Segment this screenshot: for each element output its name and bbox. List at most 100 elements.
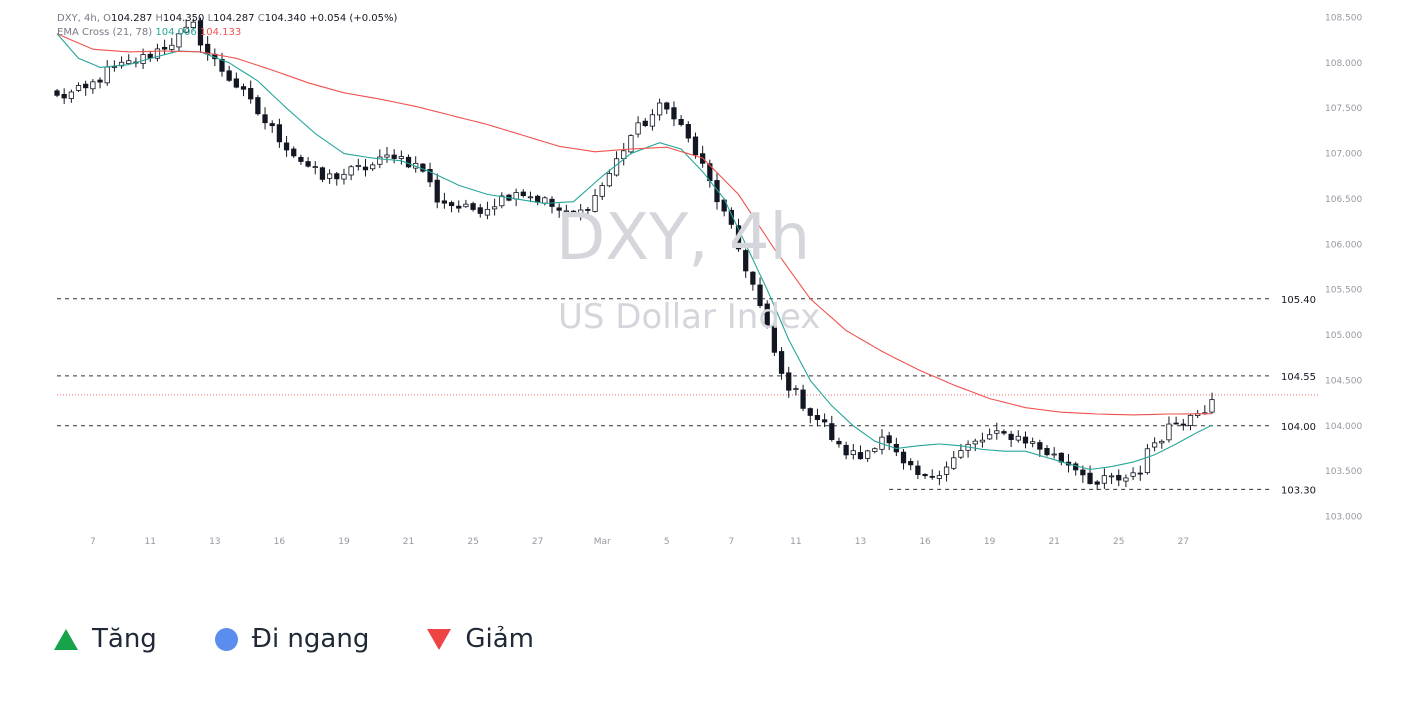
candle-body	[283, 142, 290, 151]
candle-body	[126, 60, 132, 65]
candle-body	[326, 173, 333, 179]
candle-body	[384, 154, 390, 158]
circle-icon	[214, 627, 238, 651]
candle-body	[298, 156, 304, 162]
ema-fast-value: 104.006	[155, 27, 197, 38]
x-tick-label: 21	[403, 537, 414, 547]
open-value: 104.287	[110, 13, 153, 24]
candle-body	[355, 164, 361, 167]
close-value: 104.340	[264, 13, 307, 24]
candle-body	[448, 202, 455, 207]
candle-body	[836, 440, 842, 445]
candle-body	[821, 419, 828, 423]
candle-body	[341, 173, 347, 180]
candle-body	[793, 388, 799, 390]
candle-body	[972, 440, 978, 445]
candle-body	[477, 207, 483, 214]
x-tick-label: 11	[145, 537, 156, 547]
candle-body	[1137, 472, 1143, 475]
x-tick-label: 7	[728, 537, 734, 547]
chart-area[interactable]: 108.500 108.000 107.500 107.000 106.500 106.0…	[0, 0, 1411, 560]
candle-body	[865, 450, 871, 459]
candle-body	[908, 461, 914, 466]
high-label: H	[155, 13, 164, 24]
candle-body	[750, 271, 756, 285]
y-tick-label: 103.500	[1325, 467, 1362, 477]
candle-body	[527, 196, 534, 199]
candle-body	[269, 123, 275, 127]
candle-body	[664, 102, 670, 110]
candle-body	[671, 107, 677, 120]
candle-body	[68, 91, 74, 99]
candle-body	[456, 205, 462, 209]
y-tick-label: 107.000	[1325, 150, 1362, 160]
candle-body	[900, 451, 907, 464]
x-tick-label: Mar	[594, 537, 611, 547]
close-label: C	[257, 13, 265, 24]
y-tick-label: 105.500	[1325, 286, 1362, 296]
candle-body	[771, 325, 778, 353]
candle-body	[255, 97, 261, 115]
candle-body	[1187, 414, 1194, 426]
candle-body	[943, 466, 950, 475]
candle-body	[1116, 475, 1122, 481]
candle-body	[1030, 441, 1036, 444]
x-tick-label: 25	[1113, 537, 1124, 547]
x-tick-label: 13	[855, 537, 866, 547]
candle-body	[334, 173, 340, 180]
candle-body	[1080, 469, 1086, 476]
candle-body	[276, 124, 283, 143]
candle-body	[484, 208, 491, 216]
open-label: O	[103, 13, 111, 24]
candle-body	[1094, 481, 1100, 485]
candle-body	[843, 444, 849, 456]
candle-body	[800, 389, 806, 409]
x-tick-label: 19	[984, 537, 996, 547]
candle-body	[1180, 423, 1186, 426]
candle-body	[262, 114, 268, 124]
candle-body	[1144, 448, 1151, 474]
ema-header: EMA Cross (21, 78) 104.006 104.133	[57, 26, 241, 39]
legend: Tăng Đi ngang Giảm	[54, 619, 592, 659]
low-value: 104.287	[213, 13, 255, 24]
level-label: 103.30	[1281, 485, 1316, 496]
y-tick-label: 104.500	[1325, 376, 1362, 386]
candle-body	[628, 135, 634, 153]
candle-body	[1130, 472, 1136, 477]
x-tick-label: 19	[338, 537, 350, 547]
ema-slow-value: 104.133	[199, 27, 242, 38]
candle-body	[370, 164, 376, 170]
candle-body	[312, 166, 318, 169]
candle-body	[922, 473, 928, 477]
candle-body	[1051, 453, 1057, 456]
candle-body	[61, 93, 67, 99]
candle-body	[886, 435, 892, 444]
candle-body	[398, 156, 404, 159]
candle-body	[441, 200, 448, 204]
candle-body	[850, 450, 856, 456]
ohlc-header: DXY, 4h, O104.287 H104.350 L104.287 C104…	[57, 12, 397, 25]
ema-indicator-label: EMA Cross (21, 78)	[57, 27, 153, 38]
candle-body	[635, 122, 641, 135]
price-chart[interactable]: 108.500 108.000 107.500 107.000 106.500 106.0…	[0, 0, 1411, 560]
candle-body	[197, 20, 204, 46]
candle-body	[1044, 448, 1050, 456]
candle-body	[994, 430, 1000, 434]
x-tick-label: 7	[90, 537, 96, 547]
level-label: 104.00	[1281, 422, 1316, 433]
candle-body	[377, 156, 383, 165]
candle-body	[391, 154, 397, 159]
candle-body	[1073, 463, 1079, 471]
candle-body	[1037, 442, 1043, 450]
legend-label-down: Giảm	[465, 624, 534, 654]
symbol-label: DXY, 4h,	[57, 13, 100, 24]
candle-body	[233, 78, 239, 88]
candle-body	[757, 284, 763, 307]
legend-item-down: Giảm	[427, 624, 534, 654]
candle-body	[291, 148, 297, 157]
candle-body	[154, 48, 161, 59]
candle-body	[678, 119, 684, 125]
y-tick-label: 105.000	[1325, 331, 1362, 341]
candle-body	[1108, 475, 1115, 478]
candle-body	[685, 124, 691, 139]
